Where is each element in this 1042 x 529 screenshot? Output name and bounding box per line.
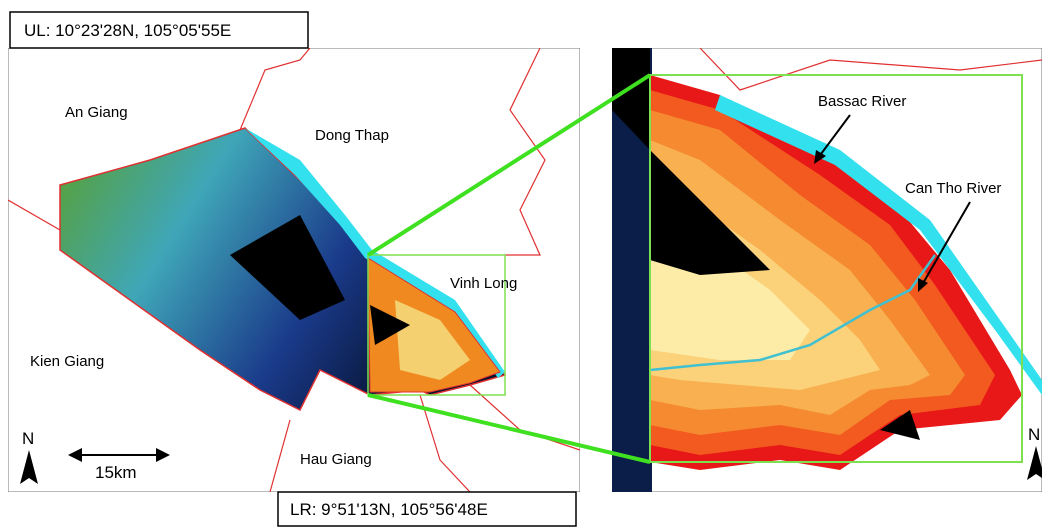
ul-box xyxy=(9,11,309,49)
province-label: An Giang xyxy=(65,104,128,121)
lr-box xyxy=(277,491,577,527)
province-label: Vinh Long xyxy=(450,275,517,292)
province-label: Hau Giang xyxy=(300,451,372,468)
right-map: Bassac River Can Tho River N xyxy=(612,48,1042,492)
north-label: N xyxy=(22,429,34,448)
ul-label: UL: 10°23'28N, 105°05'55E xyxy=(24,21,231,40)
province-label: Kien Giang xyxy=(30,353,104,370)
province-label: Dong Thap xyxy=(315,127,389,144)
lr-label: LR: 9°51'13N, 105°56'48E xyxy=(290,500,488,519)
river-label: Bassac River xyxy=(818,93,906,110)
left-map: An Giang Dong Thap Vinh Long Kien Giang … xyxy=(8,48,580,492)
river-label: Can Tho River xyxy=(905,180,1001,197)
north-label: N xyxy=(1028,425,1040,444)
scale-label: 15km xyxy=(95,463,137,482)
